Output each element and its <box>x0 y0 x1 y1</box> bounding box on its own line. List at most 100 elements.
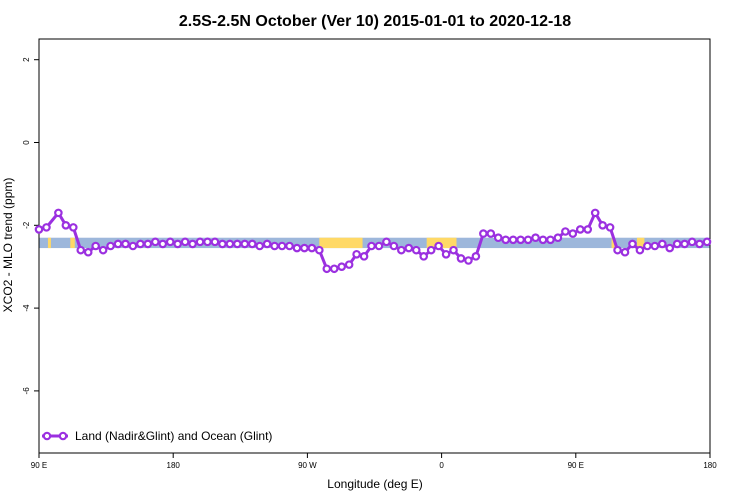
data-point <box>121 239 130 249</box>
land-band-segment <box>70 237 75 249</box>
data-point <box>344 260 354 269</box>
data-point <box>583 225 593 234</box>
data-point <box>680 239 689 249</box>
land-band-segment <box>47 237 51 249</box>
data-point <box>352 249 361 259</box>
chart-title: 2.5S-2.5N October (Ver 10) 2015-01-01 to… <box>179 13 571 30</box>
data-point <box>188 239 197 249</box>
data-point <box>508 235 518 245</box>
data-point <box>98 245 108 255</box>
data-point <box>538 235 548 245</box>
ocean-band <box>39 237 710 249</box>
data-point <box>255 241 264 251</box>
series-layer <box>34 208 712 274</box>
data-point <box>568 229 578 238</box>
data-point <box>553 233 563 243</box>
data-point <box>158 239 168 249</box>
data-point <box>598 221 607 230</box>
y-tick-label: -2 <box>22 221 31 229</box>
data-point <box>531 233 540 243</box>
data-point <box>61 221 71 230</box>
data-point <box>143 239 153 249</box>
legend-marker <box>58 431 68 441</box>
data-point <box>367 241 376 251</box>
data-point <box>575 225 585 234</box>
data-point <box>650 241 660 251</box>
data-point <box>657 239 667 249</box>
data-point <box>203 237 212 247</box>
data-point <box>374 241 384 251</box>
land-band-segment <box>319 237 363 249</box>
data-point <box>382 237 391 247</box>
data-point <box>76 245 86 255</box>
data-point <box>397 245 406 255</box>
x-tick-label: 90 E <box>31 461 47 470</box>
land-ocean-band <box>39 237 710 249</box>
data-point <box>247 239 257 249</box>
data-point <box>195 237 205 247</box>
data-point <box>292 243 302 253</box>
data-point <box>546 235 555 245</box>
data-point <box>322 264 332 274</box>
data-point <box>128 241 138 251</box>
data-point <box>486 229 496 238</box>
data-point <box>136 239 145 249</box>
data-point <box>300 243 309 253</box>
data-point <box>493 233 503 243</box>
data-point <box>672 239 682 249</box>
data-point <box>337 262 346 272</box>
legend-label: Land (Nadir&Glint) and Ocean (Glint) <box>75 429 272 443</box>
data-point <box>449 245 458 255</box>
data-point <box>218 239 227 249</box>
data-point <box>643 241 652 251</box>
data-point <box>411 245 421 255</box>
data-point <box>419 252 429 261</box>
data-point <box>426 245 436 255</box>
data-point <box>590 208 600 218</box>
data-point <box>210 237 220 247</box>
data-point <box>561 227 570 236</box>
axes: 90 E 180 90 W 0 90 E 180 2 0 -2 -4 -6 <box>22 38 717 470</box>
data-point <box>687 237 697 247</box>
data-point <box>695 239 704 249</box>
data-point <box>113 239 123 249</box>
y-tick-label: -6 <box>22 387 31 395</box>
data-point <box>613 245 622 255</box>
data-point <box>151 237 160 247</box>
data-point <box>277 241 287 251</box>
data-point <box>233 239 242 249</box>
data-point <box>665 243 675 253</box>
data-point <box>404 243 414 253</box>
legend-marker <box>42 431 52 441</box>
y-axis-label: XCO2 - MLO trend (ppm) <box>1 178 15 313</box>
data-point <box>479 229 488 238</box>
x-tick-label: 180 <box>703 461 717 470</box>
data-point <box>389 241 399 251</box>
data-point <box>620 247 630 257</box>
data-point <box>464 256 473 265</box>
data-point <box>270 241 279 251</box>
legend: Land (Nadir&Glint) and Ocean (Glint) <box>42 429 272 443</box>
plot-frame <box>38 38 711 454</box>
x-tick-label: 90 E <box>568 461 584 470</box>
data-point <box>441 249 451 259</box>
data-point <box>628 239 637 249</box>
land-band-segment <box>611 237 615 249</box>
land-band-segment <box>636 237 645 249</box>
y-tick-label: 2 <box>22 57 31 62</box>
x-tick-label: 0 <box>439 461 444 470</box>
data-point <box>329 264 339 274</box>
data-point <box>225 239 235 249</box>
data-point <box>635 245 645 255</box>
x-tick-label: 90 W <box>298 461 317 470</box>
x-axis-label: Longitude (deg E) <box>327 477 422 491</box>
data-point <box>68 223 78 232</box>
data-point <box>285 241 294 251</box>
data-point <box>605 223 615 232</box>
data-point <box>54 208 63 218</box>
x-tick-label: 180 <box>167 461 181 470</box>
data-point <box>42 223 51 232</box>
data-point <box>165 237 175 247</box>
data-point <box>240 239 250 249</box>
